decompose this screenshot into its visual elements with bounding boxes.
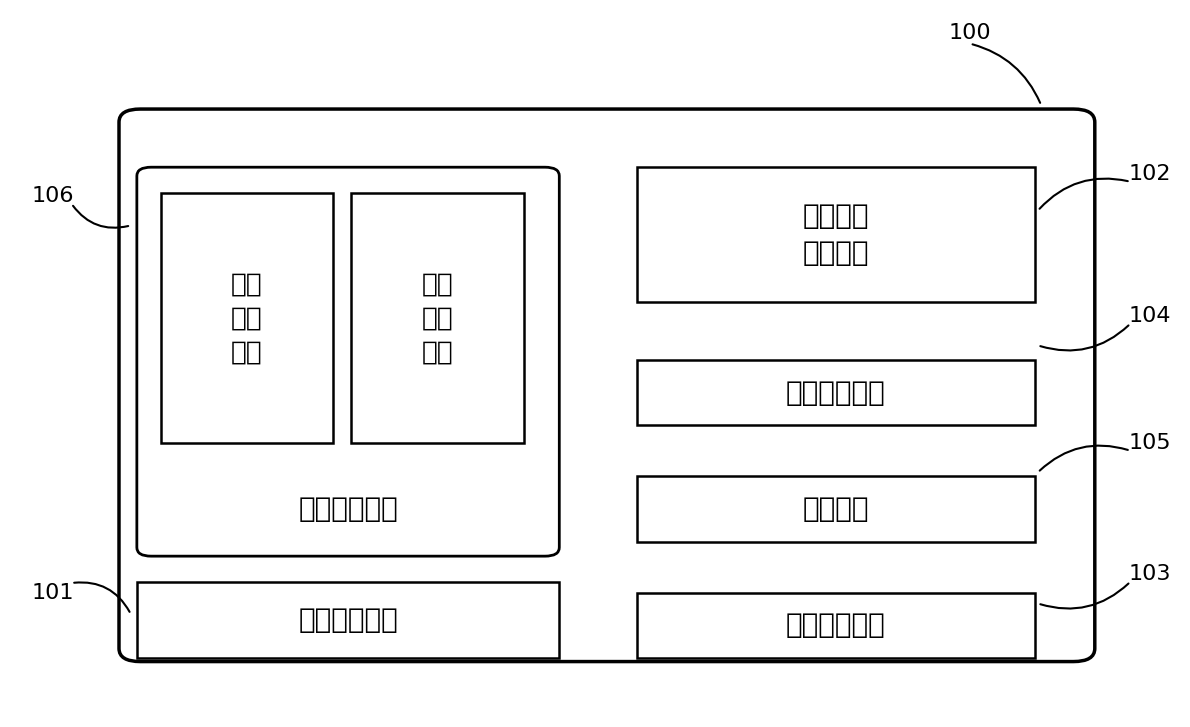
Text: 103: 103: [1128, 564, 1171, 585]
FancyBboxPatch shape: [161, 193, 333, 443]
Text: 模板
生成
单元: 模板 生成 单元: [231, 271, 263, 365]
Text: 归类保存单元: 归类保存单元: [787, 611, 885, 639]
Text: 104: 104: [1128, 306, 1171, 326]
Text: 102: 102: [1128, 164, 1171, 185]
Text: 100: 100: [948, 23, 991, 43]
Text: 105: 105: [1128, 433, 1171, 454]
FancyBboxPatch shape: [637, 593, 1035, 658]
Text: 101: 101: [31, 582, 74, 603]
FancyBboxPatch shape: [637, 476, 1035, 542]
Text: 模板创建单元: 模板创建单元: [299, 495, 397, 523]
Text: 模板选择单元: 模板选择单元: [299, 606, 397, 634]
Text: 106: 106: [31, 186, 74, 206]
FancyBboxPatch shape: [637, 360, 1035, 425]
Text: 电子文档
生成单元: 电子文档 生成单元: [803, 202, 869, 267]
Text: 文档分割单元: 文档分割单元: [787, 379, 885, 406]
Text: 排序单元: 排序单元: [803, 495, 869, 523]
FancyBboxPatch shape: [137, 582, 559, 658]
FancyBboxPatch shape: [351, 193, 524, 443]
FancyBboxPatch shape: [137, 167, 559, 556]
Text: 模板
设置
单元: 模板 设置 单元: [421, 271, 453, 365]
FancyBboxPatch shape: [637, 167, 1035, 302]
FancyBboxPatch shape: [119, 109, 1095, 662]
